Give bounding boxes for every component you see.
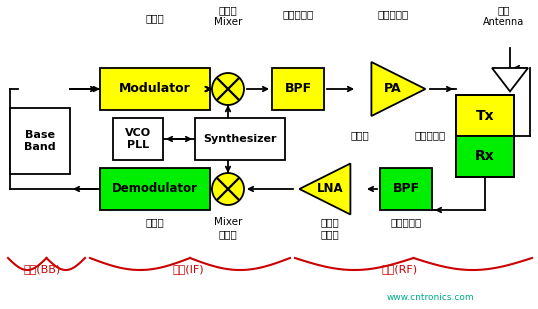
Text: 中頻(IF): 中頻(IF)	[172, 264, 204, 274]
Text: BPF: BPF	[392, 183, 420, 196]
Text: Tx: Tx	[476, 108, 494, 122]
Text: 解調器: 解調器	[146, 217, 165, 227]
Text: 混頻器: 混頻器	[218, 5, 237, 15]
Text: 混頻器: 混頻器	[218, 229, 237, 239]
Text: www.cntronics.com: www.cntronics.com	[386, 294, 474, 303]
Text: 調變器: 調變器	[146, 13, 165, 23]
Text: BPF: BPF	[285, 83, 312, 95]
Bar	[10, 108, 70, 174]
Text: Demodulator: Demodulator	[112, 183, 198, 196]
Bar	[272, 68, 324, 110]
Text: Rx: Rx	[475, 150, 495, 163]
Text: Synthesizer: Synthesizer	[203, 134, 277, 144]
Bar	[100, 168, 210, 210]
Text: 帶通濃波器: 帶通濃波器	[282, 9, 314, 19]
Text: Mixer: Mixer	[214, 17, 242, 27]
Text: 合成器: 合成器	[351, 130, 370, 140]
Text: PA: PA	[384, 83, 402, 95]
Bar	[456, 95, 514, 177]
Bar	[380, 168, 432, 210]
Text: Mixer: Mixer	[214, 217, 242, 227]
Text: 天線: 天線	[498, 5, 510, 15]
Text: 基頻(BB): 基頻(BB)	[23, 264, 61, 274]
Polygon shape	[492, 68, 528, 91]
Bar	[113, 118, 163, 160]
Text: 帶通濃波器: 帶通濃波器	[391, 217, 422, 227]
Text: 射頻(RF): 射頻(RF)	[382, 264, 418, 274]
Text: 放大器: 放大器	[321, 229, 339, 239]
Text: 功率放大器: 功率放大器	[377, 9, 409, 19]
Circle shape	[212, 173, 244, 205]
Text: 低雜訊: 低雜訊	[321, 217, 339, 227]
Text: Modulator: Modulator	[119, 83, 191, 95]
Text: Base
Band: Base Band	[24, 130, 56, 152]
Text: VCO
PLL: VCO PLL	[125, 128, 151, 150]
Bar	[456, 136, 514, 177]
Text: 傳送接收器: 傳送接收器	[414, 130, 445, 140]
Bar	[195, 118, 285, 160]
Polygon shape	[300, 163, 350, 214]
Bar	[456, 95, 514, 136]
Bar	[100, 68, 210, 110]
Text: Antenna: Antenna	[483, 17, 525, 27]
Text: LNA: LNA	[317, 183, 343, 196]
Polygon shape	[371, 62, 426, 116]
Circle shape	[212, 73, 244, 105]
